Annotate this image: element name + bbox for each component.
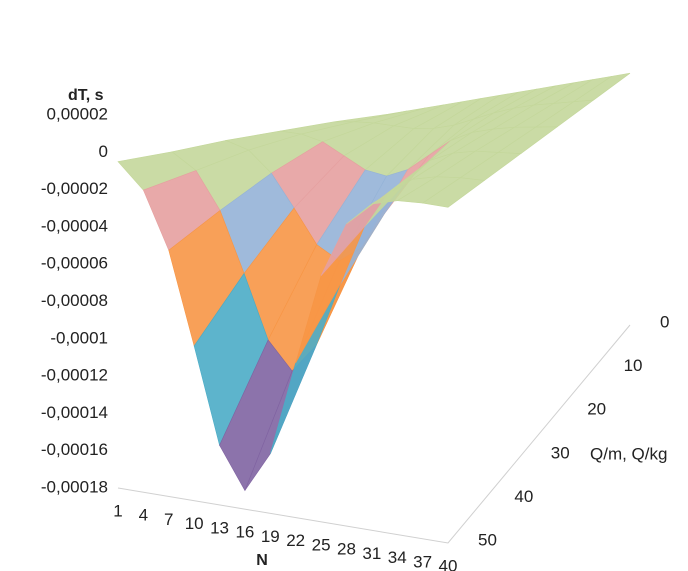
x-tick-label: 31	[362, 544, 381, 563]
depth-tick-label: 30	[551, 443, 570, 462]
z-tick-label: -0,00006	[41, 254, 108, 273]
surface-cell	[421, 177, 486, 208]
z-axis-title: dT, s	[68, 87, 104, 104]
x-tick-label: 22	[286, 531, 305, 550]
x-tick-label: 16	[235, 523, 254, 542]
x-tick-label: 10	[185, 514, 204, 533]
x-tick-label: 19	[261, 527, 280, 546]
x-tick-label: 34	[388, 548, 407, 567]
z-tick-label: -0,00002	[41, 179, 108, 198]
x-axis-title: N	[256, 552, 268, 569]
z-tick-label: -0,00016	[41, 440, 108, 459]
z-tick-label: -0,00014	[41, 403, 108, 422]
depth-tick-label: 0	[660, 312, 669, 331]
z-tick-label: 0	[99, 142, 108, 161]
x-tick-label: 4	[139, 506, 148, 525]
x-tick-label: 1	[113, 501, 122, 520]
z-tick-label: -0,00004	[41, 216, 108, 235]
depth-tick-label: 10	[624, 356, 643, 375]
x-tick-label: 40	[439, 556, 458, 571]
depth-tick-label: 50	[478, 530, 497, 549]
depth-tick-label: 20	[587, 400, 606, 419]
z-tick-label: -0,0001	[50, 328, 108, 347]
depth-tick-label: 40	[514, 487, 533, 506]
x-tick-label: 13	[210, 518, 229, 537]
floor-edge	[117, 324, 631, 544]
depth-axis-title: Q/m, Q/kg	[590, 444, 667, 463]
z-tick-label: -0,00018	[41, 477, 108, 496]
x-tick-label: 7	[164, 510, 173, 529]
z-tick-label: -0,00012	[41, 366, 108, 385]
x-tick-label: 25	[312, 535, 331, 554]
x-tick-label: 37	[413, 552, 432, 571]
z-tick-label: -0,00008	[41, 291, 108, 310]
z-tick-label: 0,00002	[47, 104, 108, 123]
x-tick-label: 28	[337, 540, 356, 559]
